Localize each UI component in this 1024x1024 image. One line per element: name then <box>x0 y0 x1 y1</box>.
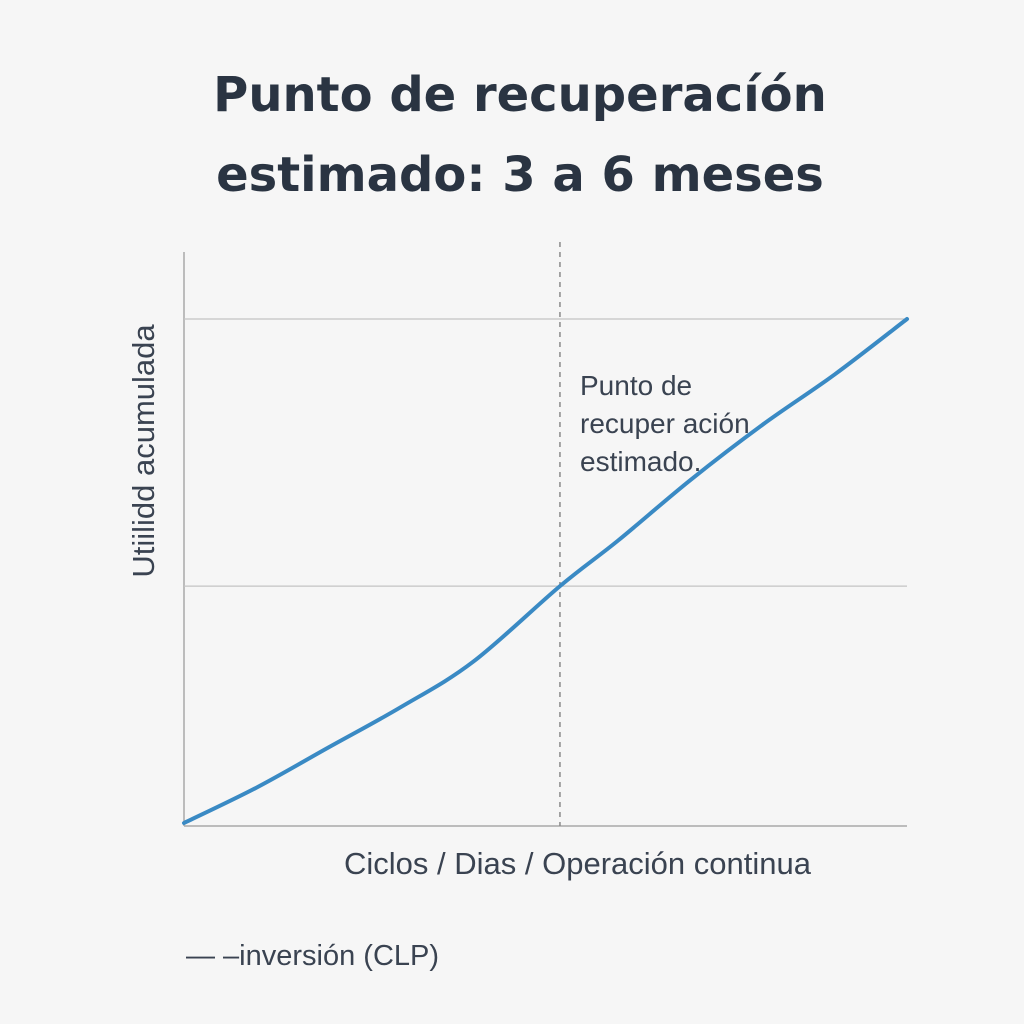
chart-title: Punto de recuperacíón estimado: 3 a 6 me… <box>150 56 890 215</box>
chart-title-line: estimado: 3 a 6 meses <box>216 146 824 203</box>
series-line <box>182 317 909 825</box>
x-axis-label: Ciclos / Dias / Operación continua <box>344 846 811 881</box>
breakeven-annotation: Punto de recuper ación estimado. <box>580 367 840 481</box>
legend: — –inversión (CLP) <box>186 940 440 972</box>
annotation-line: recuper ación <box>580 408 750 439</box>
y-axis-label: Utiilidd acumulada <box>126 324 161 578</box>
annotation-line: Punto de <box>580 370 693 401</box>
chart-title-line: Punto de recuperacíón <box>213 67 827 123</box>
annotation-line: estimado. <box>580 446 702 477</box>
grid-lines <box>184 318 907 587</box>
